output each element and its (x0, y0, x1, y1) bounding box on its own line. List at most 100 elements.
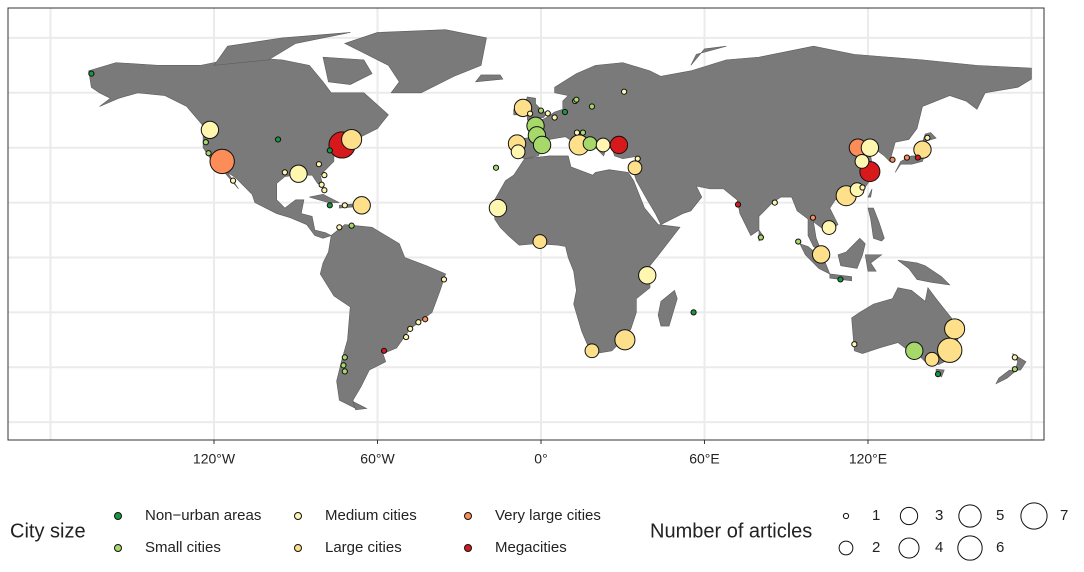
city-point (937, 337, 963, 363)
city-point (757, 234, 764, 241)
city-point (561, 108, 569, 116)
city-point (914, 154, 921, 161)
city-point (403, 333, 410, 341)
city-point (341, 368, 348, 375)
city-point (341, 202, 348, 209)
land-area (88, 56, 389, 239)
city-point (352, 196, 371, 215)
land-area (690, 45, 727, 66)
land-area (867, 188, 873, 198)
land (88, 29, 1032, 411)
city-point (889, 156, 896, 163)
land-area (837, 237, 866, 269)
city-point (336, 224, 343, 231)
city-point (690, 309, 697, 316)
legend-label: Megacities (495, 539, 567, 556)
city-point (341, 354, 348, 361)
legend-size-label: 5 (996, 507, 1004, 524)
city-point (202, 139, 209, 146)
city-point (281, 169, 288, 176)
legend-size-label: 2 (872, 539, 880, 556)
city-point (609, 135, 629, 155)
city-point (415, 319, 422, 326)
land-area (319, 224, 446, 410)
city-point (510, 144, 526, 160)
legend-swatch (114, 544, 122, 552)
city-point (809, 214, 817, 221)
legend-size (838, 540, 854, 556)
legend-label: Small cities (145, 539, 221, 556)
city-point (859, 184, 866, 191)
legend-swatch (294, 512, 302, 520)
city-point (532, 234, 548, 249)
legend-swatch (464, 512, 472, 520)
legend-size (1020, 502, 1048, 530)
land-area (867, 207, 885, 242)
x-axis: 120°W 60°W 0° 60°E 120°E (193, 440, 887, 467)
city-point (913, 140, 932, 159)
legend-size-label: 6 (996, 539, 1004, 556)
land-area (494, 155, 681, 354)
city-point (440, 276, 448, 283)
x-tick-label: 120°E (849, 451, 887, 467)
city-point (595, 137, 611, 153)
city-point (315, 161, 323, 168)
city-point (584, 343, 600, 359)
legend-size-label: 1 (872, 507, 880, 524)
city-point (209, 148, 235, 175)
city-point (321, 172, 328, 179)
city-point (582, 136, 598, 151)
city-point (627, 160, 643, 176)
city-point (407, 325, 414, 332)
city-point (326, 147, 333, 154)
x-tick-label: 0° (534, 451, 547, 467)
legend-swatch (294, 544, 302, 552)
city-point (289, 164, 308, 183)
city-point (340, 362, 347, 369)
city-point (638, 266, 657, 285)
land-area (897, 259, 951, 286)
city-point (341, 128, 363, 150)
legend-swatch (464, 544, 472, 552)
land-area (352, 400, 368, 411)
city-point (537, 107, 545, 114)
legend-swatch (114, 512, 122, 520)
legend-title: Number of articles (650, 520, 812, 542)
legend-size (898, 537, 920, 559)
city-point (614, 329, 636, 351)
panel-border (7, 7, 1045, 441)
legend-label: Medium cities (325, 507, 417, 524)
city-point (321, 187, 328, 194)
city-point (734, 201, 742, 208)
city-point (318, 181, 325, 188)
city-point (851, 341, 858, 348)
land-area (344, 29, 487, 94)
city-point (573, 129, 581, 136)
legend: City size Non−urban areas Small cities Medi… (10, 502, 1068, 561)
city-point (905, 341, 924, 360)
legend-label: Non−urban areas (145, 507, 261, 524)
land-area (474, 74, 504, 83)
land-area (309, 194, 340, 203)
x-tick-label: 120°W (193, 451, 236, 467)
legend-size-label: 7 (1060, 507, 1068, 524)
city-point (944, 318, 966, 340)
city-point (821, 220, 837, 235)
city-point (588, 103, 596, 110)
land-area (322, 56, 373, 85)
city-point (229, 177, 237, 184)
legend-label: Very large cities (495, 507, 601, 524)
city-point (348, 222, 355, 229)
legend-size-label: 3 (935, 507, 943, 524)
city-point (551, 114, 558, 121)
legend-size (957, 535, 983, 561)
legend-title: City size (10, 520, 86, 542)
city-point (860, 138, 880, 157)
city-point (903, 154, 911, 161)
land-area (657, 289, 678, 327)
city-point (492, 164, 500, 171)
city-point (544, 110, 551, 117)
city-point (380, 347, 388, 354)
city-point (924, 351, 940, 367)
